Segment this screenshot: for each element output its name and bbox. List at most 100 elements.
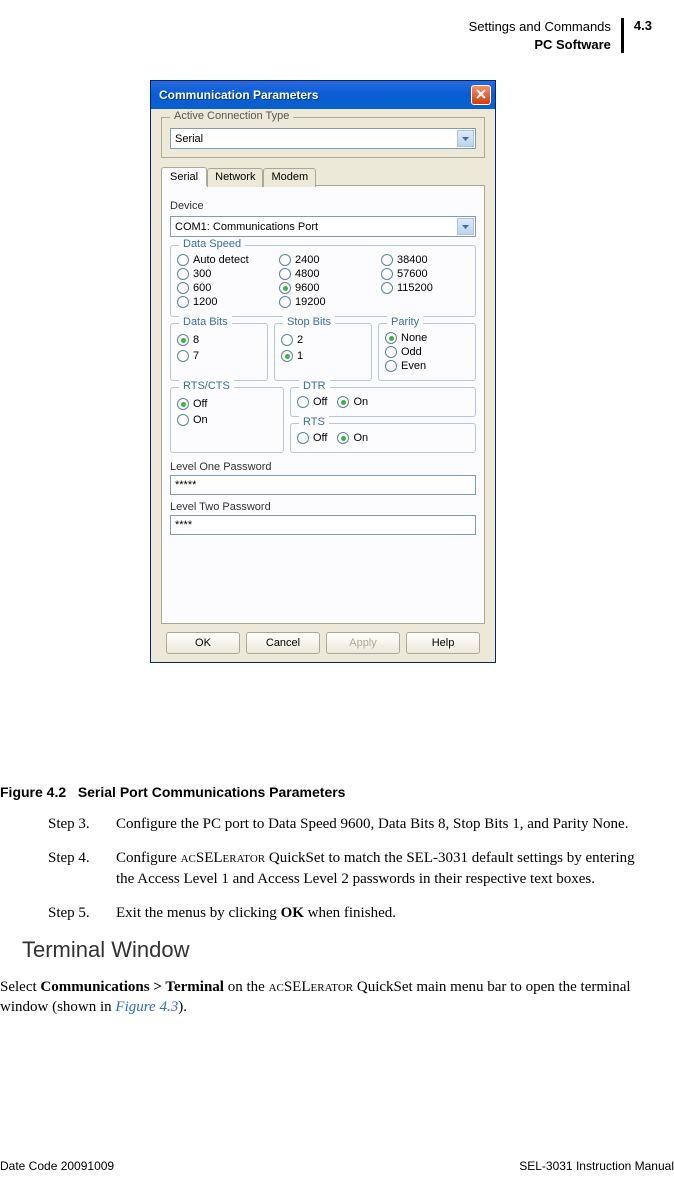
- figure-num: Figure 4.2: [0, 784, 66, 800]
- pwd1-value: *****: [175, 479, 196, 491]
- page-header-text: Settings and Commands PC Software: [469, 18, 624, 53]
- active-connection-group: Active Connection Type Serial: [161, 117, 485, 158]
- footer-right: SEL-3031 Instruction Manual: [519, 1159, 674, 1173]
- communication-parameters-dialog: Communication Parameters Active Connecti…: [150, 80, 496, 663]
- radio-option[interactable]: 115200: [381, 282, 469, 294]
- radio-option[interactable]: Odd: [385, 346, 469, 358]
- radio-option[interactable]: Auto detect: [177, 254, 265, 266]
- figure-ref[interactable]: Figure 4.3: [115, 999, 178, 1015]
- data-speed-label: Data Speed: [179, 238, 245, 250]
- active-connection-combo[interactable]: Serial: [170, 128, 476, 149]
- radio-label: 8: [193, 334, 199, 346]
- radio-option[interactable]: 600: [177, 282, 265, 294]
- radio-option[interactable]: Even: [385, 360, 469, 372]
- active-connection-value: Serial: [175, 133, 203, 145]
- step-text: Exit the menus by clicking OK when finis…: [116, 903, 426, 923]
- step-5: Step 5. Exit the menus by clicking OK wh…: [48, 903, 674, 923]
- radio-option[interactable]: 19200: [279, 296, 367, 308]
- button-row: OK Cancel Apply Help: [161, 632, 485, 654]
- ok-button[interactable]: OK: [166, 632, 240, 654]
- radio-label: 4800: [295, 268, 319, 280]
- radio-label: 600: [193, 282, 211, 294]
- figure-title: Serial Port Communications Parameters: [78, 784, 346, 800]
- close-icon: [475, 88, 487, 103]
- pwd2-input[interactable]: ****: [170, 515, 476, 535]
- radio-icon: [381, 268, 393, 280]
- body-post: ).: [178, 999, 187, 1015]
- pwd1-input[interactable]: *****: [170, 475, 476, 495]
- radio-icon: [297, 432, 309, 444]
- radio-label: 2400: [295, 254, 319, 266]
- rts-label: RTS: [299, 416, 329, 428]
- radio-label: 115200: [397, 282, 433, 294]
- footer-left: Date Code 20091009: [0, 1159, 114, 1173]
- radio-label: 1: [297, 350, 303, 362]
- radio-option[interactable]: 4800: [279, 268, 367, 280]
- radio-icon: [177, 282, 189, 294]
- close-button[interactable]: [471, 85, 491, 105]
- step-4: Step 4. Configure acSELerator QuickSet t…: [48, 848, 674, 889]
- radio-option[interactable]: 38400: [381, 254, 469, 266]
- combo-arrow-icon: [457, 218, 474, 235]
- radio-option[interactable]: 7: [177, 350, 261, 362]
- radio-option[interactable]: Off: [297, 432, 327, 444]
- step-label: Step 5.: [48, 903, 116, 923]
- section-body: Select Communications > Terminal on the …: [0, 977, 674, 1018]
- radio-icon: [381, 254, 393, 266]
- tab-network[interactable]: Network: [207, 168, 263, 187]
- radio-label: 38400: [397, 254, 428, 266]
- radio-icon: [177, 414, 189, 426]
- radio-icon: [337, 396, 349, 408]
- parity-label: Parity: [387, 316, 423, 328]
- radio-label: Off: [313, 432, 327, 444]
- radio-option[interactable]: 2: [281, 334, 365, 346]
- page-header: Settings and Commands PC Software 4.3: [469, 18, 652, 53]
- device-value: COM1: Communications Port: [175, 221, 318, 233]
- serial-tab-panel: Device COM1: Communications Port Data Sp…: [161, 185, 485, 624]
- radio-icon: [177, 254, 189, 266]
- dialog-body: Active Connection Type Serial Serial Net…: [151, 109, 495, 662]
- radio-option[interactable]: On: [337, 396, 368, 408]
- radio-option[interactable]: 9600: [279, 282, 367, 294]
- radio-icon: [177, 334, 189, 346]
- pwd2-value: ****: [175, 519, 192, 531]
- device-combo[interactable]: COM1: Communications Port: [170, 216, 476, 237]
- header-line2: PC Software: [534, 37, 611, 52]
- radio-option[interactable]: 300: [177, 268, 265, 280]
- radio-label: On: [193, 414, 208, 426]
- radio-label: 19200: [295, 296, 326, 308]
- radio-icon: [281, 334, 293, 346]
- radio-option[interactable]: 2400: [279, 254, 367, 266]
- section-heading: Terminal Window: [22, 937, 674, 963]
- combo-arrow-icon: [457, 130, 474, 147]
- radio-label: Even: [401, 360, 426, 372]
- document-content: Figure 4.2 Serial Port Communications Pa…: [0, 784, 674, 1018]
- radio-option[interactable]: None: [385, 332, 469, 344]
- radio-option[interactable]: On: [337, 432, 368, 444]
- tab-serial[interactable]: Serial: [161, 167, 207, 186]
- radio-option[interactable]: 8: [177, 334, 261, 346]
- radio-label: 2: [297, 334, 303, 346]
- step-text: Configure the PC port to Data Speed 9600…: [116, 814, 658, 834]
- body-bold: Communications > Terminal: [40, 979, 224, 995]
- radio-icon: [279, 254, 291, 266]
- figure-caption: Figure 4.2 Serial Port Communications Pa…: [0, 784, 674, 800]
- step-label: Step 3.: [48, 814, 116, 834]
- radio-option[interactable]: 1: [281, 350, 365, 362]
- dtr-label: DTR: [299, 380, 330, 392]
- titlebar[interactable]: Communication Parameters: [151, 81, 495, 109]
- radio-option[interactable]: On: [177, 414, 277, 426]
- radio-option[interactable]: 1200: [177, 296, 265, 308]
- apply-button[interactable]: Apply: [326, 632, 400, 654]
- help-button[interactable]: Help: [406, 632, 480, 654]
- device-label: Device: [170, 200, 476, 212]
- radio-option[interactable]: Off: [297, 396, 327, 408]
- cancel-button[interactable]: Cancel: [246, 632, 320, 654]
- radio-icon: [385, 346, 397, 358]
- tab-modem[interactable]: Modem: [263, 168, 316, 187]
- radio-option[interactable]: Off: [177, 398, 277, 410]
- dtr-group: DTR OffOn: [290, 387, 476, 417]
- radio-option[interactable]: 57600: [381, 268, 469, 280]
- radio-label: Auto detect: [193, 254, 249, 266]
- radio-icon: [385, 360, 397, 372]
